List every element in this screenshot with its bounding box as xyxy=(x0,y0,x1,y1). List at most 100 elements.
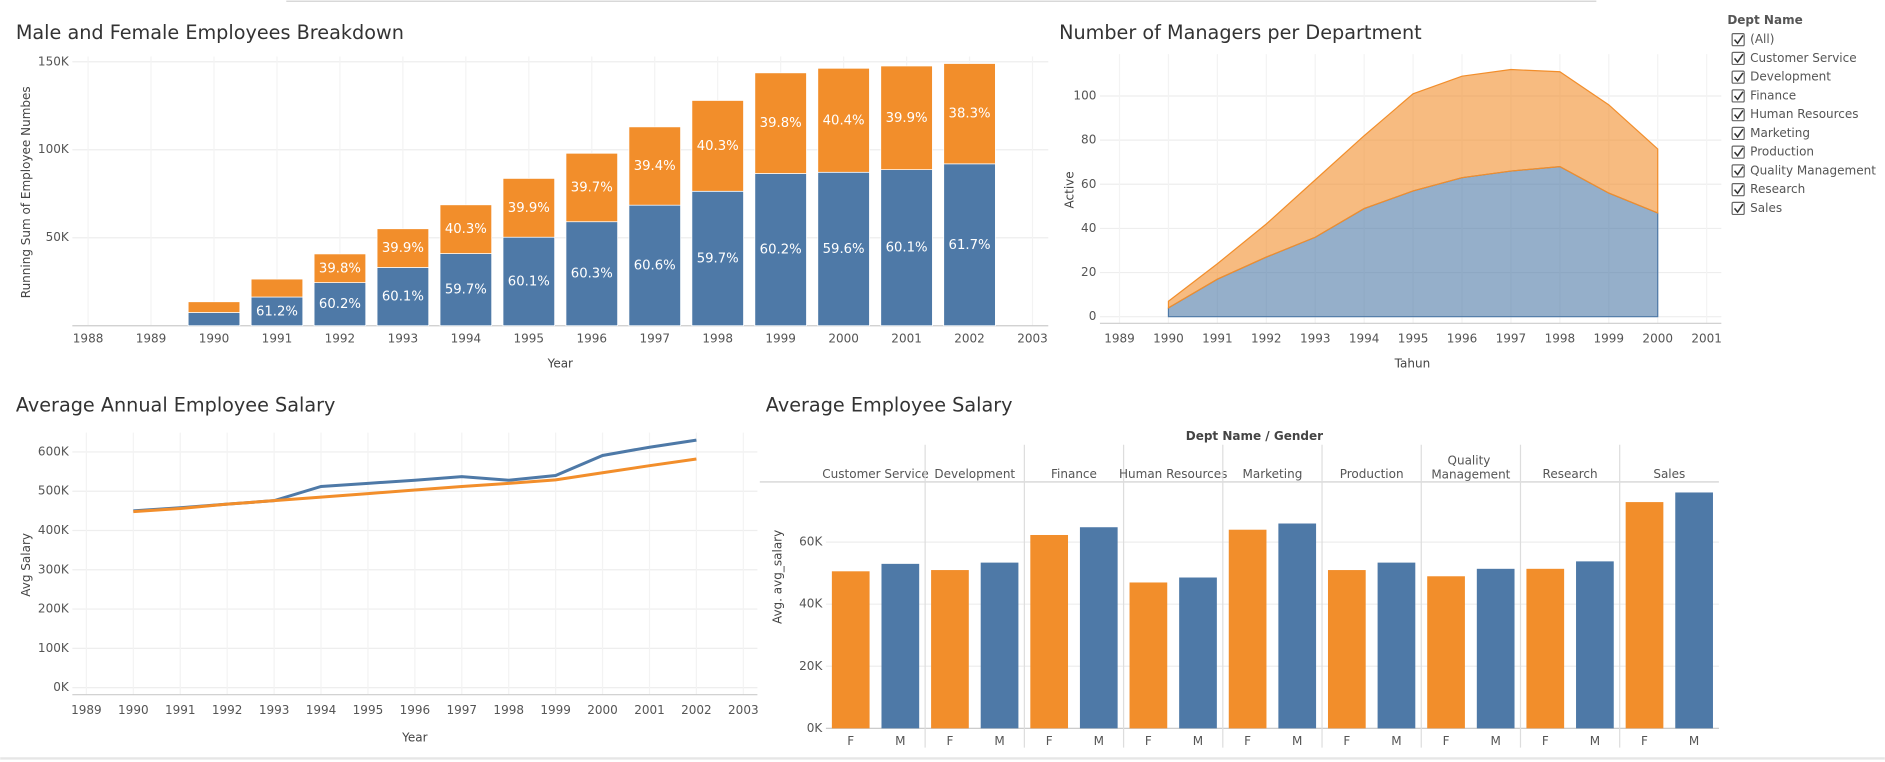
filter-label[interactable]: Human Resources xyxy=(1750,107,1858,121)
percent-label: 39.4% xyxy=(634,159,676,174)
checkbox[interactable] xyxy=(1731,51,1745,66)
gender-label: F xyxy=(1343,734,1350,748)
bar xyxy=(1476,568,1515,729)
x-tick-label: 2003 xyxy=(1017,331,1048,345)
gender-label: M xyxy=(895,734,905,748)
filter-item[interactable]: Development xyxy=(1731,70,1831,84)
chart-title: Average Employee Salary xyxy=(766,394,1013,417)
check-mark xyxy=(1733,147,1744,158)
filter-label[interactable]: Quality Management xyxy=(1750,163,1876,177)
x-tick-label: 1999 xyxy=(1594,331,1625,345)
gender-label: M xyxy=(994,734,1004,748)
x-tick-label: 1989 xyxy=(1104,331,1135,345)
bar-segment xyxy=(187,301,241,313)
percent-label: 40.3% xyxy=(445,222,487,237)
chart-title: Average Annual Employee Salary xyxy=(16,394,336,417)
bar-segment xyxy=(439,253,493,327)
checkbox[interactable] xyxy=(1731,183,1745,197)
checkbox[interactable] xyxy=(1731,126,1745,141)
header-title: Dept Name / Gender xyxy=(1186,429,1323,443)
y-axis-title: Active xyxy=(1062,171,1076,208)
checkbox[interactable] xyxy=(1731,145,1745,159)
bar xyxy=(1030,534,1069,729)
y-tick-label: 0 xyxy=(1089,309,1097,323)
bar-segment xyxy=(313,253,367,283)
bar-segment xyxy=(943,163,996,327)
filter-title: Dept Name xyxy=(1727,13,1802,27)
check-mark xyxy=(1733,110,1744,120)
filter-item[interactable]: Sales xyxy=(1731,201,1782,216)
x-tick-label: 1992 xyxy=(212,703,243,717)
filter-item[interactable]: Production xyxy=(1731,145,1814,159)
x-tick-label: 1990 xyxy=(1153,331,1184,345)
bar-segment xyxy=(565,152,618,223)
filter-item[interactable]: Human Resources xyxy=(1731,107,1859,122)
percent-label: 59.7% xyxy=(445,283,487,298)
x-tick-label: 1997 xyxy=(1496,331,1527,345)
percent-label: 59.7% xyxy=(697,251,739,266)
filter-label[interactable]: Production xyxy=(1750,145,1814,159)
bar-segment xyxy=(628,126,681,206)
filter-label[interactable]: (All) xyxy=(1750,32,1774,46)
bar-segment xyxy=(817,171,870,327)
gender-label: F xyxy=(1046,734,1053,748)
percent-label: 40.3% xyxy=(697,139,739,154)
filter-item[interactable]: Marketing xyxy=(1731,126,1810,141)
filter-item[interactable]: Quality Management xyxy=(1731,163,1876,178)
percent-label: 39.8% xyxy=(319,261,361,276)
bar xyxy=(1228,529,1267,729)
checkbox[interactable] xyxy=(1731,89,1745,103)
percent-label: 60.1% xyxy=(886,241,928,256)
category-header: Production xyxy=(1340,467,1404,481)
y-tick-label: 0K xyxy=(53,680,70,694)
x-tick-label: 1990 xyxy=(118,703,149,717)
percent-label: 60.2% xyxy=(760,243,802,258)
category-header: Development xyxy=(934,467,1015,481)
x-tick-label: 1998 xyxy=(702,331,733,345)
x-tick-label: 1993 xyxy=(259,703,290,717)
x-tick-label: 1997 xyxy=(447,703,478,717)
filter-item[interactable]: Finance xyxy=(1731,88,1796,103)
percent-label: 60.1% xyxy=(508,274,550,289)
y-tick-label: 500K xyxy=(38,484,70,498)
gender-label: M xyxy=(1391,734,1401,748)
x-tick-label: 1991 xyxy=(1202,331,1233,345)
filter-item[interactable]: (All) xyxy=(1731,32,1774,47)
bar xyxy=(1576,561,1614,729)
filter-label[interactable]: Sales xyxy=(1750,201,1782,215)
x-tick-label: 1996 xyxy=(577,331,608,345)
filter-item[interactable]: Customer Service xyxy=(1731,51,1857,66)
line xyxy=(133,457,697,514)
percent-label: 39.8% xyxy=(760,116,802,131)
category-header: Human Resources xyxy=(1119,467,1227,481)
percent-label: 60.6% xyxy=(634,258,676,273)
percent-label: 39.7% xyxy=(571,180,613,195)
bar xyxy=(931,570,969,729)
x-tick-label: 1991 xyxy=(165,703,196,717)
checkbox[interactable] xyxy=(1731,164,1745,178)
filter-label[interactable]: Marketing xyxy=(1750,126,1810,140)
checkbox[interactable] xyxy=(1731,33,1745,47)
x-tick-label: 1998 xyxy=(1545,331,1576,345)
filter-label[interactable]: Finance xyxy=(1750,88,1796,102)
filter-label[interactable]: Customer Service xyxy=(1750,51,1856,65)
checkbox[interactable] xyxy=(1731,201,1745,216)
y-tick-label: 20 xyxy=(1081,265,1096,279)
filter-label[interactable]: Development xyxy=(1750,70,1831,84)
filter-item[interactable]: Research xyxy=(1731,182,1805,197)
y-axis-title: Running Sum of Employee Numbes xyxy=(19,86,33,298)
x-tick-label: 1994 xyxy=(1349,331,1380,345)
y-tick-label: 150K xyxy=(38,54,70,68)
filter-label[interactable]: Research xyxy=(1750,182,1805,196)
checkbox[interactable] xyxy=(1731,108,1745,122)
y-tick-label: 600K xyxy=(38,444,70,458)
y-tick-label: 40 xyxy=(1081,221,1096,235)
category-header: Quality Management xyxy=(1431,453,1510,481)
check-mark xyxy=(1733,35,1744,45)
gender-label: F xyxy=(1443,734,1450,748)
gender-label: M xyxy=(1292,734,1302,748)
x-tick-label: 1990 xyxy=(199,331,230,345)
percent-label: 39.9% xyxy=(886,111,928,126)
y-tick-label: 100K xyxy=(38,641,70,655)
checkbox[interactable] xyxy=(1731,70,1745,84)
